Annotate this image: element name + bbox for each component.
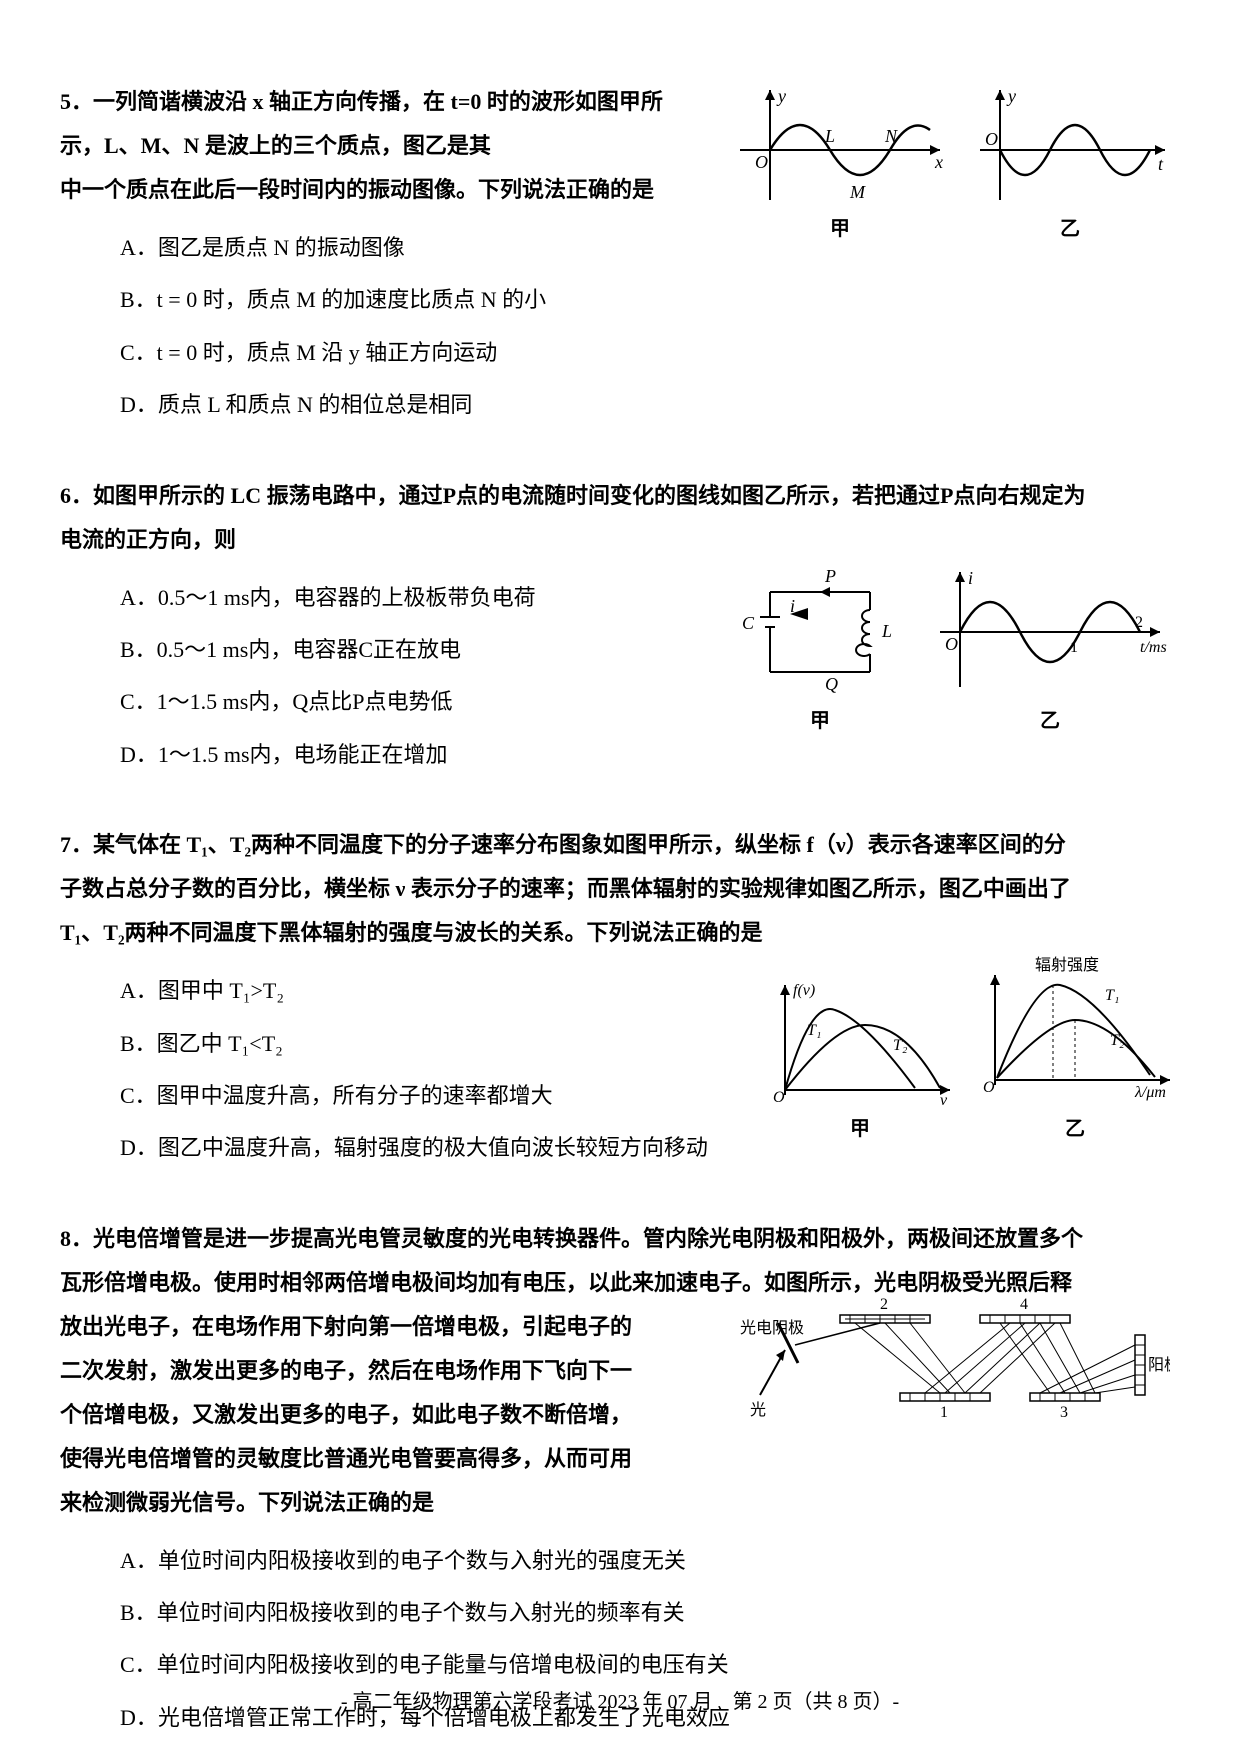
q5-opt-c: C．t = 0 时，质点 M 沿 y 轴正方向运动 [120,329,1180,377]
svg-text:Q: Q [825,674,838,694]
svg-text:阳极: 阳极 [1148,1356,1170,1374]
svg-text:O: O [773,1089,785,1106]
svg-text:1: 1 [1070,639,1078,656]
svg-text:光电阴极: 光电阴极 [740,1319,804,1337]
svg-text:C: C [742,613,755,633]
svg-text:N: N [884,126,898,146]
q5-fig-yi: y t O [970,80,1170,210]
question-5: y x O L N M 甲 [60,80,1180,434]
page-footer: - 高二年级物理第六学段考试 2023 年 07 月 第 2 页（共 8 页）- [0,1685,1240,1714]
q5-cap-jia: 甲 [730,212,950,241]
svg-text:P: P [824,566,836,586]
svg-text:i: i [968,568,973,588]
svg-text:辐射强度: 辐射强度 [1035,956,1099,974]
svg-text:O: O [755,152,768,172]
q7-fig-yi: 辐射强度 T₁ T₂ O λ/μm [975,955,1175,1110]
svg-text:y: y [1006,86,1016,106]
svg-text:T₁: T₁ [1105,987,1119,1004]
q5-opt-d: D．质点 L 和质点 N 的相位总是相同 [120,381,1180,429]
svg-text:ν: ν [940,1092,948,1109]
svg-text:T₁: T₁ [807,1022,821,1039]
q6-cap-yi: 乙 [930,704,1170,733]
q5-fig-jia: y x O L N M [730,80,950,210]
question-8: 8．光电倍增管是进一步提高光电管灵敏度的光电转换器件。管内除光电阴极和阳极外，两… [60,1217,1180,1747]
q5-opt-b: B．t = 0 时，质点 M 的加速度比质点 N 的小 [120,276,1180,324]
q7-stem: 7．某气体在 T₁、T₂两种不同温度下的分子速率分布图象如图甲所示，纵坐标 f（… [60,823,1180,955]
question-7: 7．某气体在 T₁、T₂两种不同温度下的分子速率分布图象如图甲所示，纵坐标 f（… [60,823,1180,1177]
svg-text:f(ν): f(ν) [793,982,815,999]
q6-opt-d: D．1～1.5 ms内，电场能正在增加 [120,731,1180,779]
svg-text:1: 1 [940,1404,948,1421]
svg-text:x: x [934,152,943,172]
q8-stem-top: 8．光电倍增管是进一步提高光电管灵敏度的光电转换器件。管内除光电阴极和阳极外，两… [60,1217,1180,1305]
svg-text:2: 2 [1135,614,1143,631]
q5-figure: y x O L N M 甲 [720,80,1180,241]
svg-text:O: O [985,129,998,149]
svg-text:t: t [1158,154,1164,174]
svg-text:λ/μm: λ/μm [1134,1084,1166,1101]
svg-text:t/ms: t/ms [1140,639,1167,656]
svg-text:M: M [849,182,866,202]
svg-text:L: L [824,126,835,146]
q8-opt-b: B．单位时间内阳极接收到的电子个数与入射光的频率有关 [120,1589,1180,1637]
svg-text:L: L [881,621,892,641]
q8-opt-a: A．单位时间内阳极接收到的电子个数与入射光的强度无关 [120,1537,1180,1585]
q6-cap-jia: 甲 [730,704,910,733]
q7-figure: f(ν) T₁ T₂ O ν 甲 [760,955,1180,1141]
svg-text:光: 光 [750,1401,766,1419]
q5-cap-yi: 乙 [970,212,1170,241]
svg-text:O: O [983,1079,995,1096]
svg-text:T₂: T₂ [1110,1032,1125,1049]
svg-text:O: O [945,634,958,654]
q6-stem: 6．如图甲所示的 LC 振荡电路中，通过P点的电流随时间变化的图线如图乙所示，若… [60,474,1180,562]
q5-options: A．图乙是质点 N 的振动图像 B．t = 0 时，质点 M 的加速度比质点 N… [60,224,1180,430]
q8-fig: 光电阴极 光 阳极 1 2 3 4 [740,1285,1170,1435]
q8-opt-c: C．单位时间内阳极接收到的电子能量与倍增电极间的电压有关 [120,1641,1180,1689]
q6-fig-yi: i O 1 2 t/ms [930,562,1170,702]
svg-text:T₂: T₂ [893,1037,908,1054]
svg-text:3: 3 [1060,1404,1068,1421]
q7-cap-jia: 甲 [765,1112,955,1141]
q6-figure: P i C L Q 甲 [720,562,1180,733]
q7-cap-yi: 乙 [975,1112,1175,1141]
q7-fig-jia: f(ν) T₁ T₂ O ν [765,970,955,1110]
question-6: 6．如图甲所示的 LC 振荡电路中，通过P点的电流随时间变化的图线如图乙所示，若… [60,474,1180,784]
q6-fig-jia: P i C L Q [730,562,910,702]
q8-figure: 光电阴极 光 阳极 1 2 3 4 [740,1285,1180,1435]
svg-text:y: y [776,86,786,106]
